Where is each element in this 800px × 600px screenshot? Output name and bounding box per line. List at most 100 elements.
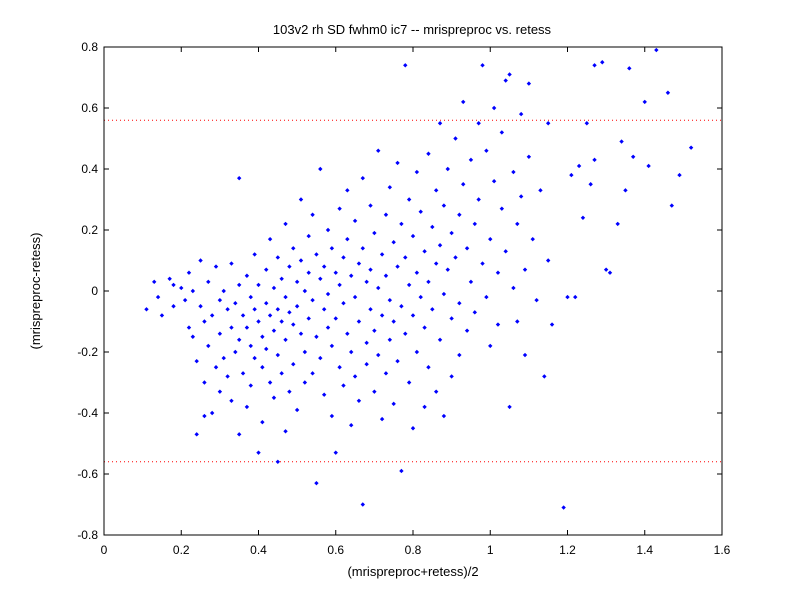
data-point bbox=[522, 352, 528, 358]
data-point bbox=[449, 230, 454, 236]
data-point bbox=[356, 398, 362, 403]
data-point bbox=[244, 404, 250, 410]
data-point bbox=[283, 221, 288, 227]
data-point bbox=[209, 410, 215, 416]
data-point bbox=[654, 47, 659, 53]
data-point bbox=[406, 380, 412, 385]
data-point bbox=[418, 209, 423, 214]
data-point bbox=[515, 319, 520, 324]
data-point bbox=[495, 322, 501, 327]
data-point bbox=[144, 307, 149, 312]
data-point bbox=[194, 432, 199, 437]
data-point bbox=[476, 121, 481, 126]
data-point bbox=[584, 121, 590, 126]
data-point bbox=[426, 151, 431, 156]
data-point bbox=[627, 66, 632, 71]
data-point bbox=[337, 282, 342, 288]
data-point bbox=[372, 389, 377, 394]
data-point bbox=[283, 337, 288, 342]
data-point bbox=[271, 395, 277, 400]
data-point bbox=[665, 90, 671, 95]
data-point bbox=[379, 416, 385, 422]
data-point bbox=[321, 307, 327, 312]
data-point bbox=[356, 261, 362, 266]
data-point bbox=[476, 197, 481, 202]
data-point bbox=[464, 328, 470, 333]
data-point bbox=[403, 255, 408, 260]
data-point bbox=[202, 380, 207, 385]
data-point bbox=[217, 389, 223, 394]
data-point bbox=[437, 337, 443, 342]
data-point bbox=[480, 261, 485, 266]
data-point bbox=[329, 246, 335, 251]
data-point bbox=[445, 166, 450, 172]
data-point bbox=[345, 331, 350, 336]
data-point bbox=[619, 139, 624, 144]
data-point bbox=[302, 380, 308, 385]
data-point bbox=[457, 301, 462, 306]
data-point bbox=[538, 188, 543, 193]
data-point bbox=[391, 240, 396, 245]
data-point bbox=[221, 355, 226, 361]
data-point bbox=[252, 252, 257, 257]
data-point bbox=[414, 270, 420, 275]
data-point bbox=[171, 304, 176, 309]
data-point bbox=[376, 285, 381, 291]
data-point bbox=[229, 261, 234, 266]
data-point bbox=[426, 365, 431, 370]
data-point bbox=[414, 349, 420, 355]
data-point bbox=[267, 380, 273, 385]
data-point bbox=[449, 316, 454, 321]
data-point bbox=[399, 304, 404, 309]
x-tick-label: 0.8 bbox=[405, 543, 422, 557]
data-point bbox=[318, 166, 323, 172]
data-point bbox=[275, 459, 281, 464]
data-point bbox=[511, 285, 516, 291]
data-point bbox=[607, 270, 613, 275]
data-point bbox=[383, 371, 389, 376]
data-point bbox=[225, 374, 230, 379]
data-point bbox=[383, 212, 389, 217]
data-point bbox=[206, 279, 211, 285]
data-point bbox=[264, 346, 269, 352]
data-point bbox=[260, 419, 265, 425]
data-point bbox=[518, 111, 524, 117]
data-point bbox=[287, 310, 292, 315]
data-point bbox=[190, 288, 196, 294]
data-point bbox=[376, 352, 381, 358]
data-point bbox=[318, 276, 323, 281]
data-point bbox=[445, 267, 450, 272]
data-point bbox=[190, 334, 196, 339]
data-point bbox=[387, 337, 393, 342]
data-point bbox=[499, 206, 505, 211]
data-point bbox=[364, 279, 369, 285]
data-point bbox=[152, 279, 157, 285]
data-point bbox=[561, 505, 566, 510]
data-point bbox=[522, 267, 528, 272]
data-point bbox=[542, 374, 547, 379]
data-point bbox=[545, 258, 551, 263]
data-point bbox=[406, 197, 412, 202]
data-point bbox=[349, 349, 354, 355]
data-point bbox=[294, 304, 300, 309]
data-point bbox=[298, 258, 304, 263]
data-point bbox=[391, 401, 396, 407]
data-point bbox=[534, 297, 539, 303]
data-point bbox=[179, 285, 184, 291]
data-point bbox=[287, 264, 292, 269]
data-point bbox=[569, 172, 574, 178]
data-point bbox=[430, 224, 435, 230]
data-point bbox=[325, 291, 331, 297]
data-point bbox=[275, 255, 281, 260]
data-point bbox=[294, 279, 300, 285]
data-point bbox=[225, 307, 230, 312]
data-point bbox=[441, 291, 447, 297]
data-point bbox=[264, 301, 269, 306]
data-point bbox=[507, 404, 512, 410]
data-point bbox=[573, 294, 578, 300]
data-point bbox=[275, 352, 281, 358]
data-point bbox=[503, 78, 508, 83]
data-point bbox=[302, 288, 308, 294]
x-axis: 0 0.2 0.4 0.6 0.8 1 1.2 1.4 1.6 bbox=[101, 47, 731, 557]
